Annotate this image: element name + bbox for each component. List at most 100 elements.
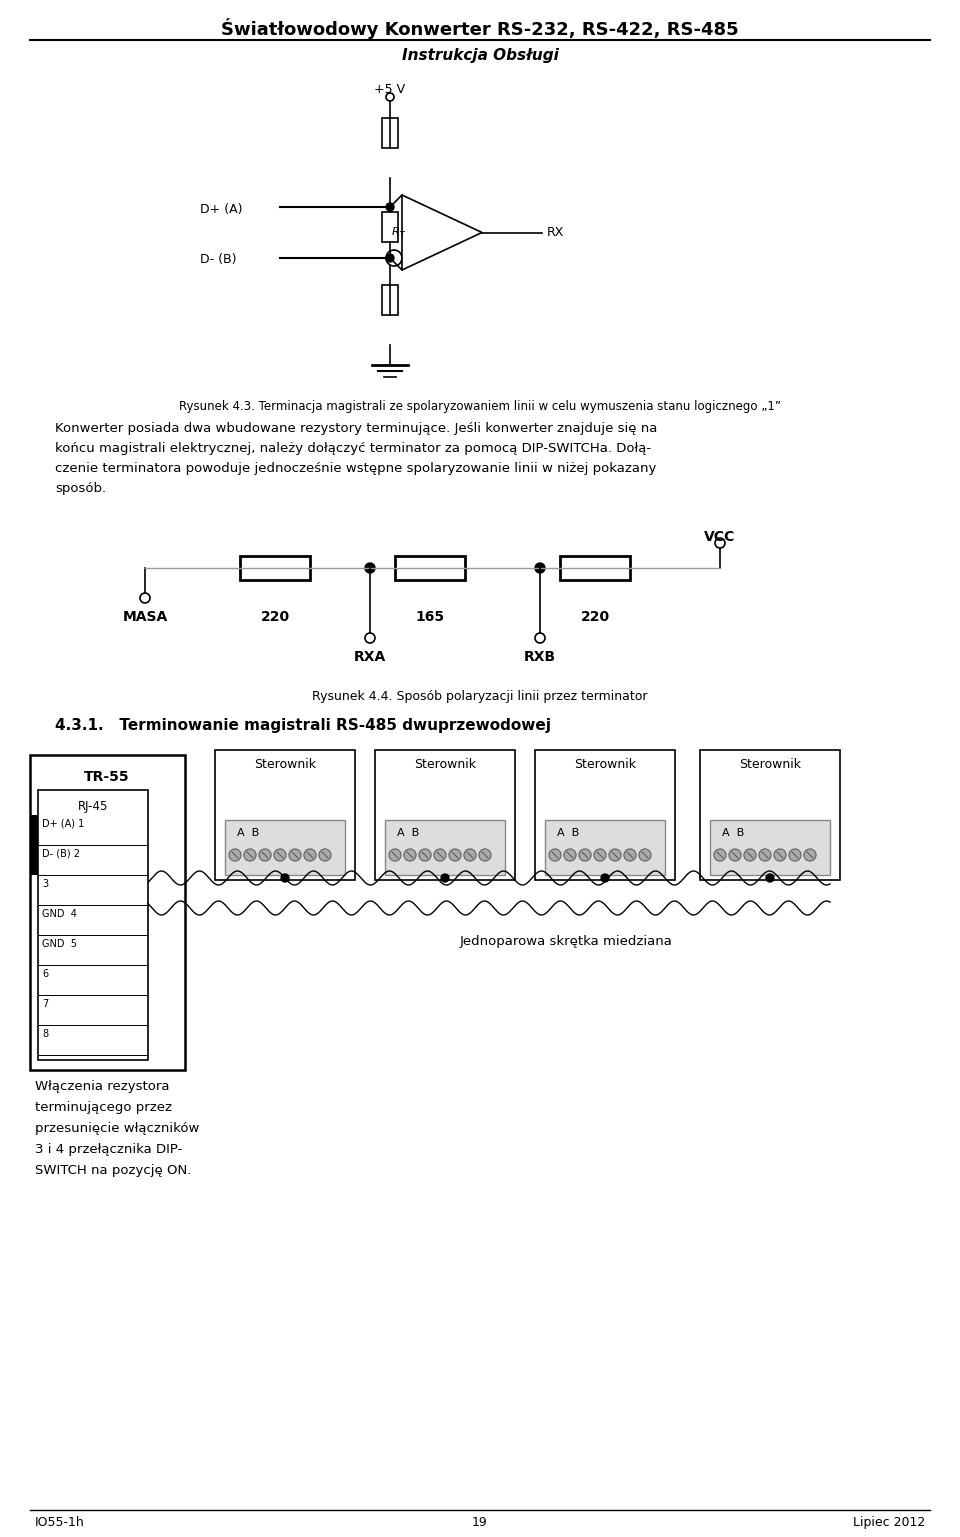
Circle shape <box>579 848 591 861</box>
Text: T: T <box>399 231 404 240</box>
FancyBboxPatch shape <box>30 755 185 1070</box>
Circle shape <box>449 848 461 861</box>
Circle shape <box>434 848 446 861</box>
Text: A  B: A B <box>237 828 259 838</box>
Text: terminującego przez: terminującego przez <box>35 1100 172 1114</box>
Circle shape <box>759 848 771 861</box>
Text: RJ-45: RJ-45 <box>78 799 108 813</box>
Circle shape <box>259 848 271 861</box>
Text: VCC: VCC <box>705 530 735 544</box>
FancyBboxPatch shape <box>700 750 840 881</box>
Text: A  B: A B <box>722 828 744 838</box>
Text: R: R <box>392 227 399 237</box>
Text: przesunięcie włączników: przesunięcie włączników <box>35 1122 200 1134</box>
FancyBboxPatch shape <box>38 790 148 1061</box>
Text: 7: 7 <box>42 999 48 1008</box>
Text: 3: 3 <box>42 879 48 888</box>
Circle shape <box>389 848 401 861</box>
Text: Sterownik: Sterownik <box>414 758 476 772</box>
Circle shape <box>609 848 621 861</box>
Text: Lipiec 2012: Lipiec 2012 <box>852 1515 925 1529</box>
FancyBboxPatch shape <box>30 815 38 875</box>
Text: Rysunek 4.3. Terminacja magistrali ze spolaryzowaniem linii w celu wymuszenia st: Rysunek 4.3. Terminacja magistrali ze sp… <box>179 400 781 413</box>
Text: sposób.: sposób. <box>55 483 107 495</box>
Text: D+ (A): D+ (A) <box>200 203 243 217</box>
FancyBboxPatch shape <box>385 821 505 875</box>
Circle shape <box>729 848 741 861</box>
Text: GND  4: GND 4 <box>42 908 77 919</box>
Text: D- (B): D- (B) <box>200 254 236 266</box>
FancyBboxPatch shape <box>535 750 675 881</box>
Text: 4.3.1.   Terminowanie magistrali RS-485 dwuprzewodowej: 4.3.1. Terminowanie magistrali RS-485 dw… <box>55 718 551 733</box>
Circle shape <box>229 848 241 861</box>
Text: Instrukcja Obsługi: Instrukcja Obsługi <box>401 48 559 63</box>
Circle shape <box>464 848 476 861</box>
FancyBboxPatch shape <box>225 821 345 875</box>
FancyBboxPatch shape <box>382 212 398 241</box>
FancyBboxPatch shape <box>240 556 310 579</box>
Text: 220: 220 <box>260 610 290 624</box>
Text: czenie terminatora powoduje jednocześnie wstępne spolaryzowanie linii w niżej po: czenie terminatora powoduje jednocześnie… <box>55 463 657 475</box>
Text: Włączenia rezystora: Włączenia rezystora <box>35 1081 170 1093</box>
Text: 220: 220 <box>581 610 610 624</box>
Text: końcu magistrali elektrycznej, należy dołączyć terminator za pomocą DIP-SWITCHa.: końcu magistrali elektrycznej, należy do… <box>55 443 651 455</box>
Text: GND  5: GND 5 <box>42 939 77 948</box>
Circle shape <box>714 848 726 861</box>
Text: +5 V: +5 V <box>374 83 405 95</box>
Text: Sterownik: Sterownik <box>574 758 636 772</box>
Circle shape <box>289 848 301 861</box>
FancyBboxPatch shape <box>215 750 355 881</box>
Text: D+ (A) 1: D+ (A) 1 <box>42 819 84 828</box>
Circle shape <box>535 563 545 573</box>
Circle shape <box>624 848 636 861</box>
Text: SWITCH na pozycję ON.: SWITCH na pozycję ON. <box>35 1164 191 1177</box>
Circle shape <box>274 848 286 861</box>
FancyBboxPatch shape <box>710 821 830 875</box>
Circle shape <box>441 875 449 882</box>
Text: Sterownik: Sterownik <box>254 758 316 772</box>
Circle shape <box>789 848 801 861</box>
Circle shape <box>774 848 786 861</box>
FancyBboxPatch shape <box>560 556 630 579</box>
Circle shape <box>244 848 256 861</box>
Text: D- (B) 2: D- (B) 2 <box>42 848 80 859</box>
Polygon shape <box>402 195 482 271</box>
Text: TR-55: TR-55 <box>84 770 130 784</box>
Text: 19: 19 <box>472 1515 488 1529</box>
Circle shape <box>766 875 774 882</box>
Circle shape <box>365 563 375 573</box>
Circle shape <box>564 848 576 861</box>
Text: A  B: A B <box>397 828 420 838</box>
Text: MASA: MASA <box>122 610 168 624</box>
FancyBboxPatch shape <box>545 821 665 875</box>
Text: RX: RX <box>547 226 564 238</box>
FancyBboxPatch shape <box>375 750 515 881</box>
Text: RXB: RXB <box>524 650 556 664</box>
Text: 8: 8 <box>42 1028 48 1039</box>
Circle shape <box>804 848 816 861</box>
Circle shape <box>386 254 394 261</box>
Text: Konwerter posiada dwa wbudowane rezystory terminujące. Jeśli konwerter znajduje : Konwerter posiada dwa wbudowane rezystor… <box>55 423 658 435</box>
Circle shape <box>281 875 289 882</box>
Text: RXA: RXA <box>354 650 386 664</box>
Circle shape <box>479 848 491 861</box>
Text: Rysunek 4.4. Sposób polaryzacji linii przez terminator: Rysunek 4.4. Sposób polaryzacji linii pr… <box>312 690 648 702</box>
Text: IO55-1h: IO55-1h <box>35 1515 84 1529</box>
Text: Jednoparowa skrętka miedziana: Jednoparowa skrętka miedziana <box>460 934 673 948</box>
Circle shape <box>549 848 561 861</box>
FancyBboxPatch shape <box>395 556 465 579</box>
Text: Światłowodowy Konwerter RS-232, RS-422, RS-485: Światłowodowy Konwerter RS-232, RS-422, … <box>221 18 739 38</box>
FancyBboxPatch shape <box>382 118 398 148</box>
Circle shape <box>304 848 316 861</box>
Text: 3 i 4 przełącznika DIP-: 3 i 4 przełącznika DIP- <box>35 1144 182 1156</box>
Circle shape <box>594 848 606 861</box>
Circle shape <box>744 848 756 861</box>
Text: 165: 165 <box>416 610 444 624</box>
Text: A  B: A B <box>557 828 579 838</box>
FancyBboxPatch shape <box>382 284 398 315</box>
Circle shape <box>601 875 609 882</box>
Circle shape <box>319 848 331 861</box>
Circle shape <box>419 848 431 861</box>
Circle shape <box>404 848 416 861</box>
Circle shape <box>639 848 651 861</box>
